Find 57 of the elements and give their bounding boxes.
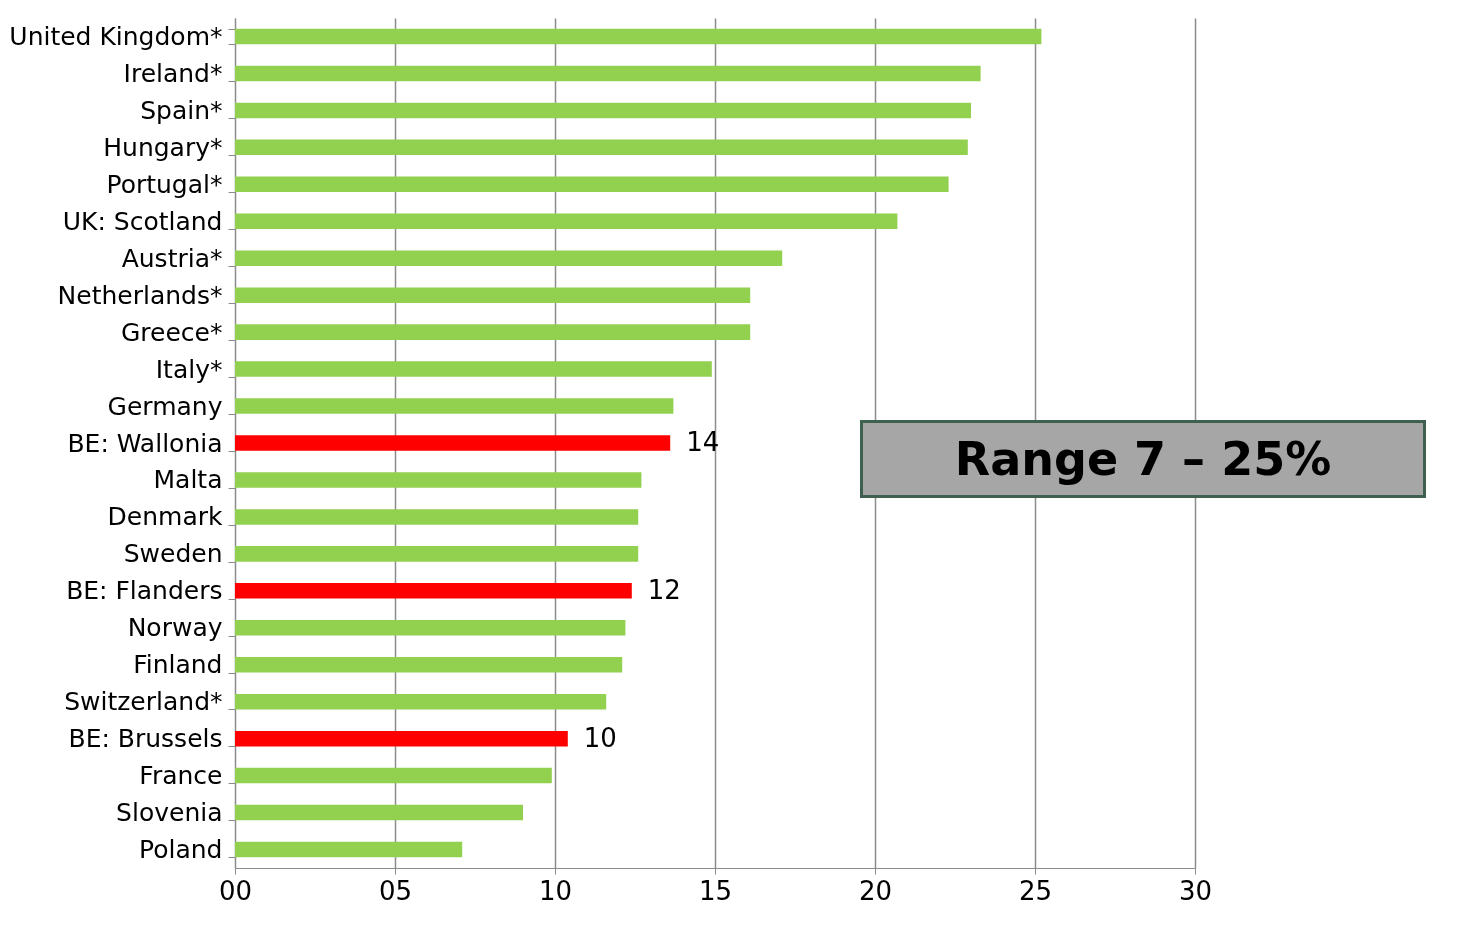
bar xyxy=(235,176,949,193)
bar xyxy=(235,213,898,230)
data-label: 12 xyxy=(647,574,681,605)
bar xyxy=(235,509,639,525)
label-box: Range 7 – 25% xyxy=(860,420,1426,498)
y-tick-label: Germany xyxy=(107,391,223,421)
bar xyxy=(235,693,607,710)
y-tick-label: BE: Flanders xyxy=(66,576,223,606)
bar xyxy=(235,102,971,119)
x-tick-label: 25 xyxy=(1018,875,1053,906)
data-label: 10 xyxy=(583,722,617,753)
x-tick-label: 00 xyxy=(218,875,253,906)
y-tick-label: United Kingdom* xyxy=(9,21,223,51)
y-tick-label: Slovenia xyxy=(116,798,223,828)
data-label: 14 xyxy=(686,427,720,457)
y-tick-label: Portugal* xyxy=(106,169,223,199)
y-tick-label: Poland xyxy=(139,835,223,865)
bar xyxy=(235,730,568,747)
bar xyxy=(235,435,671,451)
x-tick-label: 30 xyxy=(1178,875,1213,906)
bar xyxy=(235,841,463,858)
bar xyxy=(235,65,981,82)
y-tick-label: BE: Wallonia xyxy=(67,428,223,458)
y-tick-label: France xyxy=(139,761,223,791)
y-tick-label: UK: Scotland xyxy=(62,206,223,236)
y-tick-label: Sweden xyxy=(123,539,223,569)
bar xyxy=(235,804,523,821)
y-tick-label: Italy* xyxy=(155,354,223,384)
y-tick-label: Switzerland* xyxy=(64,687,223,717)
bar xyxy=(235,324,751,340)
y-tick-label: Hungary* xyxy=(103,132,223,162)
bar xyxy=(235,361,712,377)
y-tick-label: Greece* xyxy=(121,317,223,347)
y-tick-label: Denmark xyxy=(107,502,224,532)
bar xyxy=(235,656,623,673)
x-tick-label: 05 xyxy=(378,875,413,906)
bar xyxy=(235,250,783,266)
bar xyxy=(235,28,1042,45)
y-tick-label: Malta xyxy=(153,465,223,495)
bar xyxy=(235,472,642,488)
y-tick-label: Spain* xyxy=(140,95,223,125)
y-tick-label: Finland xyxy=(133,650,223,680)
y-tick-label: Ireland* xyxy=(123,58,223,88)
bar xyxy=(235,767,552,784)
y-tick-label: Austria* xyxy=(121,243,223,273)
bar xyxy=(235,139,968,156)
y-tick-label: Netherlands* xyxy=(57,280,223,310)
x-tick-label: 20 xyxy=(858,875,893,906)
x-tick-label: 10 xyxy=(538,875,573,906)
bar xyxy=(235,287,751,303)
bar xyxy=(235,546,639,562)
bar xyxy=(235,398,674,414)
bar xyxy=(235,620,626,636)
bar xyxy=(235,583,632,599)
y-tick-label: Norway xyxy=(127,613,223,643)
x-tick-label: 15 xyxy=(698,875,733,906)
y-tick-label: BE: Brussels xyxy=(68,724,223,754)
